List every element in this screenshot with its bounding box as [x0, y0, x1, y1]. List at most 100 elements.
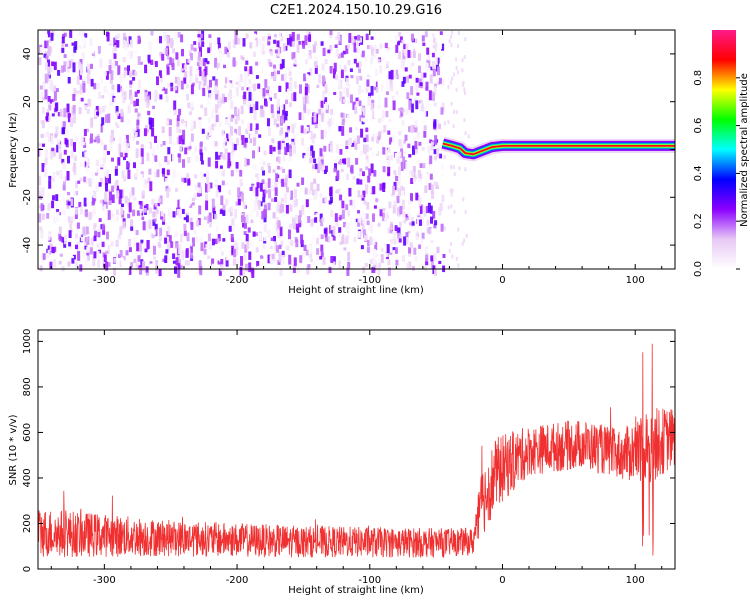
- noise-cell: [140, 148, 144, 157]
- noise-cell: [463, 55, 466, 60]
- noise-cell: [146, 103, 149, 108]
- noise-cell: [211, 238, 215, 246]
- noise-cell: [189, 244, 193, 254]
- noise-cell: [148, 41, 152, 50]
- noise-cell: [72, 166, 76, 172]
- noise-cell: [141, 190, 145, 196]
- noise-cell: [217, 234, 221, 242]
- noise-cell: [237, 74, 241, 80]
- noise-cell: [87, 98, 91, 106]
- noise-cell: [237, 149, 241, 157]
- noise-cell: [250, 84, 254, 88]
- noise-cell: [426, 99, 430, 107]
- noise-cell: [453, 209, 456, 214]
- noise-cell: [464, 210, 467, 215]
- noise-cell: [400, 59, 404, 69]
- noise-cell: [46, 131, 50, 138]
- noise-cell: [93, 251, 97, 259]
- noise-cell: [388, 145, 391, 156]
- noise-cell: [221, 154, 225, 160]
- noise-cell: [167, 83, 171, 87]
- noise-cell: [383, 246, 387, 251]
- noise-cell: [263, 204, 267, 209]
- noise-cell: [140, 205, 144, 214]
- noise-cell: [343, 86, 347, 95]
- noise-cell: [289, 36, 293, 47]
- noise-cell: [408, 261, 412, 270]
- noise-cell: [227, 171, 231, 179]
- noise-cell: [97, 46, 101, 54]
- noise-cell: [177, 153, 181, 158]
- noise-cell: [227, 161, 231, 169]
- noise-cell: [443, 226, 446, 231]
- noise-cell: [410, 193, 413, 202]
- noise-cell: [116, 185, 119, 190]
- noise-cell: [235, 81, 239, 85]
- noise-cell: [318, 199, 322, 208]
- noise-cell: [213, 166, 217, 171]
- noise-cell: [92, 208, 96, 216]
- noise-cell: [203, 216, 207, 220]
- noise-cell: [190, 44, 194, 51]
- noise-cell: [230, 153, 234, 162]
- noise-cell: [177, 31, 181, 38]
- noise-cell: [439, 42, 442, 49]
- noise-cell: [375, 150, 379, 154]
- noise-cell: [135, 169, 139, 176]
- noise-cell: [246, 39, 250, 49]
- noise-cell: [104, 176, 108, 186]
- noise-cell: [392, 247, 396, 251]
- noise-cell: [360, 245, 364, 250]
- noise-cell: [58, 144, 62, 155]
- noise-cell: [208, 126, 212, 136]
- noise-cell: [243, 216, 247, 227]
- noise-cell: [408, 247, 412, 255]
- noise-cell: [413, 98, 417, 103]
- noise-cell: [59, 109, 63, 117]
- noise-cell: [215, 104, 219, 114]
- noise-cell: [39, 186, 43, 196]
- noise-cell: [221, 93, 225, 104]
- noise-cell: [317, 100, 321, 109]
- noise-cell: [406, 92, 410, 100]
- noise-cell: [330, 256, 334, 263]
- noise-cell: [256, 182, 260, 189]
- noise-cell: [267, 162, 271, 168]
- noise-cell: [303, 102, 307, 113]
- noise-cell: [334, 163, 337, 170]
- noise-cell: [114, 182, 117, 189]
- noise-cell: [345, 225, 349, 230]
- noise-cell: [55, 88, 59, 92]
- noise-cell: [45, 116, 49, 121]
- noise-cell: [117, 234, 121, 240]
- noise-cell: [400, 161, 404, 171]
- noise-cell: [369, 147, 373, 151]
- noise-cell: [289, 77, 293, 82]
- noise-cell: [382, 147, 386, 155]
- noise-cell: [233, 249, 237, 258]
- noise-cell: [407, 206, 411, 217]
- noise-cell: [166, 188, 170, 198]
- noise-cell: [433, 170, 437, 174]
- noise-cell: [409, 62, 413, 72]
- noise-cell: [257, 83, 261, 89]
- noise-cell: [349, 199, 353, 206]
- noise-cell: [409, 222, 413, 226]
- noise-cell: [69, 30, 73, 38]
- noise-cell: [134, 108, 138, 113]
- noise-cell: [373, 78, 377, 87]
- noise-cell: [70, 150, 74, 159]
- noise-cell: [338, 206, 342, 216]
- noise-cell: [382, 208, 386, 212]
- noise-cell: [79, 206, 83, 215]
- noise-cell: [228, 122, 232, 128]
- noise-cell: [170, 195, 174, 202]
- noise-cell: [183, 217, 187, 221]
- noise-cell: [122, 221, 126, 230]
- noise-cell: [87, 255, 90, 261]
- noise-cell: [397, 212, 401, 217]
- noise-cell: [177, 76, 181, 87]
- noise-cell: [45, 151, 49, 158]
- noise-cell: [286, 129, 290, 133]
- noise-cell: [44, 62, 48, 71]
